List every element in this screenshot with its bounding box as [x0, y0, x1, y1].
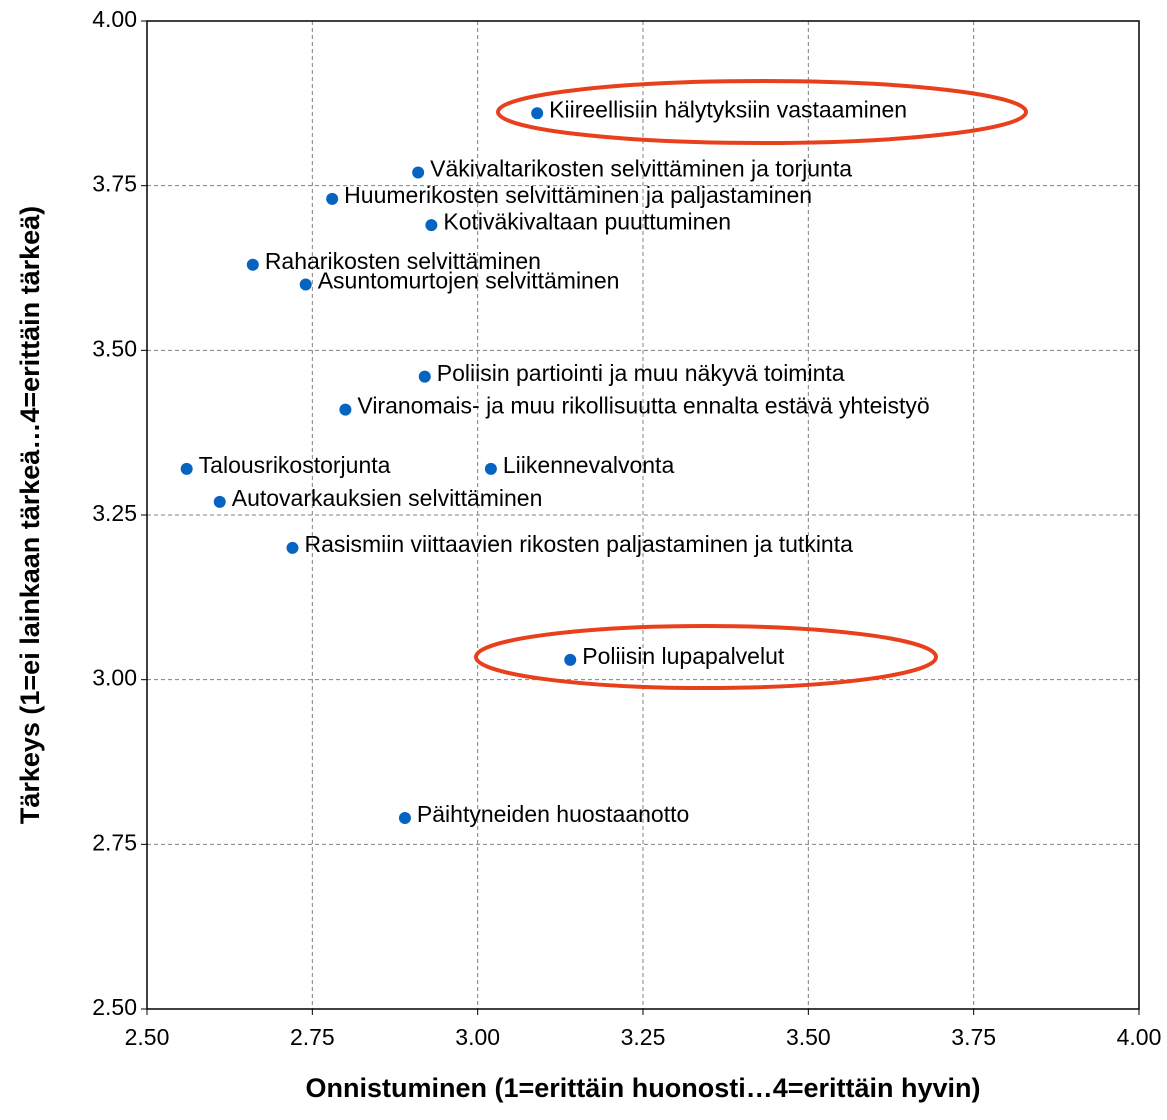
y-tick-label: 3.25 [92, 500, 137, 526]
point-label: Väkivaltarikosten selvittäminen ja torju… [430, 156, 852, 182]
point-label: Kiireellisiin hälytyksiin vastaaminen [549, 96, 907, 122]
point-label: Talousrikostorjunta [199, 452, 391, 478]
y-tick-label: 3.75 [92, 171, 137, 197]
point [180, 462, 193, 475]
point-label: Poliisin lupapalvelut [582, 643, 785, 669]
y-tick-label: 2.75 [92, 829, 137, 855]
x-tick-label: 2.75 [290, 1024, 335, 1050]
x-tick-label: 3.25 [621, 1024, 666, 1050]
y-tick-label: 3.00 [92, 665, 137, 691]
point-label: Viranomais- ja muu rikollisuutta ennalta… [357, 393, 929, 419]
x-tick-label: 3.50 [786, 1024, 831, 1050]
point [286, 541, 299, 554]
point [564, 653, 577, 666]
point-label: Liikennevalvonta [503, 452, 675, 478]
point [326, 192, 339, 205]
y-tick-label: 3.50 [92, 335, 137, 361]
point-label: Asuntomurtojen selvittäminen [318, 268, 620, 294]
x-axis-title: Onnistuminen (1=erittäin huonosti…4=erit… [305, 1073, 980, 1103]
highlight-ellipse [496, 79, 1028, 145]
point [484, 462, 497, 475]
highlight-ellipse [474, 624, 938, 690]
point-label: Kotiväkivaltaan puuttuminen [443, 208, 731, 234]
y-axis-title: Tärkeys (1=ei lainkaan tärkeä…4=erittäin… [15, 206, 45, 824]
point-label: Päihtyneiden huostaanotto [417, 801, 689, 827]
x-tick-label: 3.75 [951, 1024, 996, 1050]
point [339, 403, 352, 416]
x-tick-label: 4.00 [1117, 1024, 1162, 1050]
point [398, 811, 411, 824]
y-tick-label: 2.50 [92, 994, 137, 1020]
point [531, 107, 544, 120]
point-label: Rasismiin viittaavien rikosten paljastam… [304, 531, 853, 557]
point [246, 258, 259, 271]
point-label: Poliisin partiointi ja muu näkyvä toimin… [437, 360, 845, 386]
x-tick-label: 3.00 [455, 1024, 500, 1050]
y-tick-label: 4.00 [92, 6, 137, 32]
point [418, 370, 431, 383]
point-label: Raharikosten selvittäminen [265, 248, 541, 274]
point [412, 166, 425, 179]
point [213, 495, 226, 508]
point-label: Huumerikosten selvittäminen ja paljastam… [344, 182, 812, 208]
point [299, 278, 312, 291]
point [425, 219, 438, 232]
x-tick-label: 2.50 [125, 1024, 170, 1050]
point-label: Autovarkauksien selvittäminen [232, 485, 543, 511]
plot-border [146, 20, 1140, 1010]
